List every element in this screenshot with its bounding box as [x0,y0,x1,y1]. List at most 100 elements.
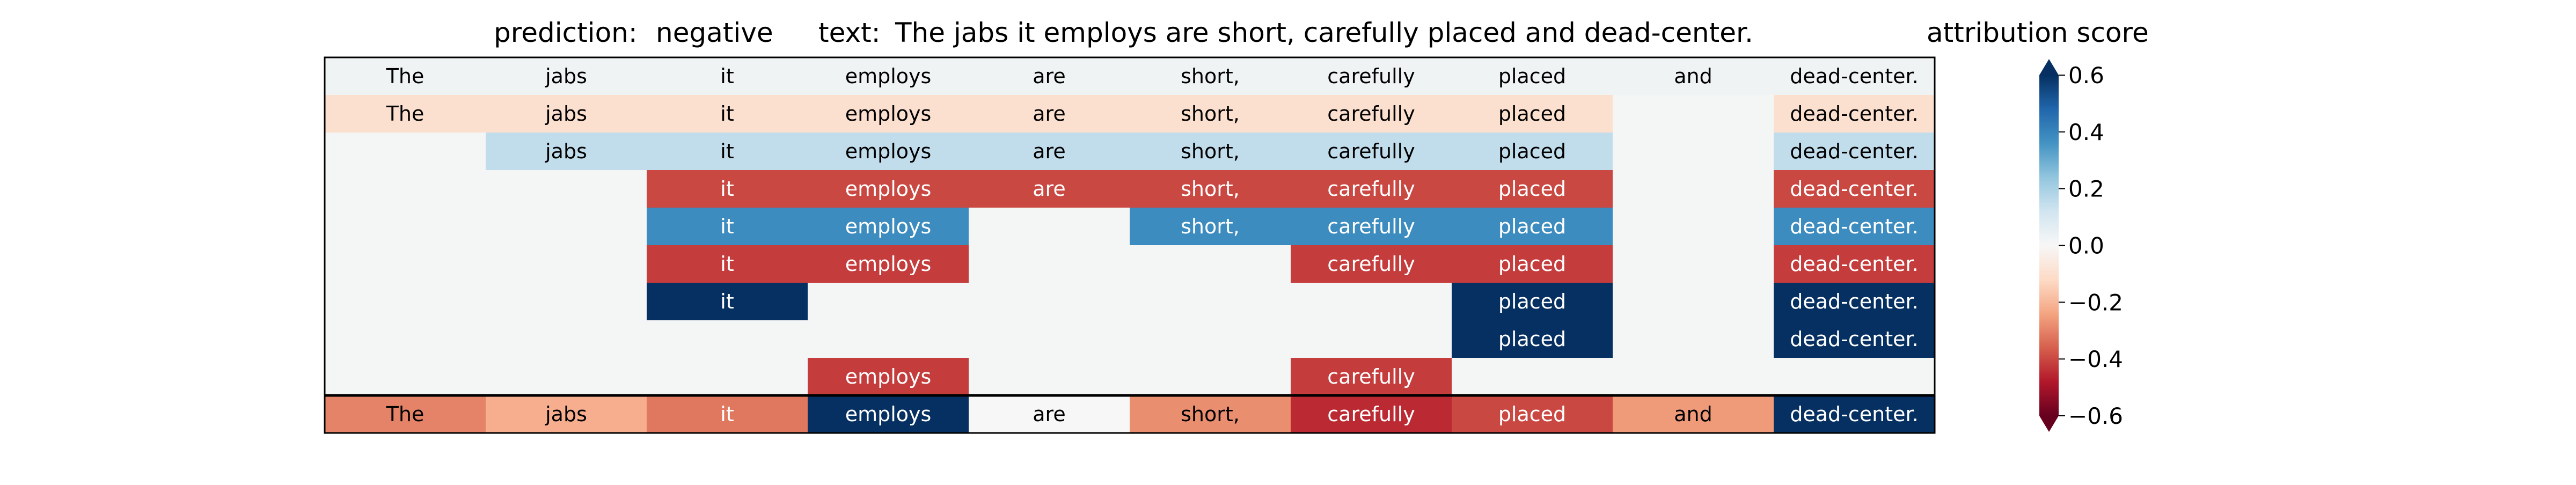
heatmap-cell [1291,358,1452,395]
heatmap-cell [1130,395,1291,433]
heatmap-cell [1130,208,1291,245]
heatmap-cell [1774,320,1935,358]
heatmap-cell [647,57,808,95]
colorbar-tick-label: 0.4 [2068,119,2104,145]
heatmap-cell [1291,208,1452,245]
cell-token-label: dead-center. [1790,215,1918,238]
prediction-value: negative [656,17,773,48]
cell-token-label: dead-center. [1790,64,1918,88]
cell-token-label: it [720,402,734,426]
heatmap-cell [647,245,808,283]
heatmap-cell [1130,133,1291,170]
cell-token-label: carefully [1327,64,1415,88]
text-value: The jabs it employs are short, carefully… [895,17,1753,48]
colorbar-tick-label: 0.6 [2068,62,2104,89]
heatmap-cell [486,395,647,433]
cell-token-label: employs [845,64,932,88]
cell-token-label: it [720,64,734,88]
cell-token-label: it [720,215,734,238]
heatmap-cell [1452,133,1613,170]
heatmap-cell [486,95,647,133]
heatmap-frame [324,56,1936,434]
cell-token-label: are [1033,177,1065,201]
cell-token-label: short, [1181,102,1240,126]
colorbar-extend-max [2039,59,2059,75]
heatmap-cell [325,57,486,95]
colorbar-title: attribution score [1927,17,2149,48]
cell-token-label: it [720,102,734,126]
cell-token-label: dead-center. [1790,139,1918,163]
heatmap-cell [1452,245,1613,283]
cell-token-label: employs [845,402,932,426]
text-label: text: [818,17,881,48]
cell-token-label: placed [1498,402,1566,426]
cell-token-label: employs [845,215,932,238]
colorbar-tick-label: −0.4 [2068,346,2123,372]
cell-token-label: employs [845,177,932,201]
cell-token-label: jabs [545,402,587,426]
colorbar-gradient [2039,75,2059,416]
cell-token-label: employs [845,102,932,126]
cell-token-label: placed [1498,139,1566,163]
colorbar-tick-label: 0.0 [2068,233,2104,259]
cell-token-label: it [720,177,734,201]
heatmap-cell [1774,95,1935,133]
heatmap-cell [808,245,969,283]
cell-token-label: carefully [1327,365,1415,388]
cell-token-label: are [1033,64,1065,88]
heatmap-cell [808,133,969,170]
heatmap-cell [969,95,1130,133]
cell-token-label: jabs [545,139,587,163]
colorbar-tick-label: −0.2 [2068,289,2123,315]
cell-token-label: The [386,64,425,88]
cell-token-label: employs [845,252,932,276]
heatmap-grid: The jabs it employs are short, carefully placed… [324,56,1936,434]
cell-token-label: jabs [545,64,587,88]
heatmap-cell [1774,208,1935,245]
heatmap-cell [647,95,808,133]
heatmap-cell [486,133,647,170]
cell-token-label: dead-center. [1790,177,1918,201]
heatmap-cell [1452,395,1613,433]
cell-token-label: placed [1498,102,1566,126]
cell-token-label: are [1033,102,1065,126]
heatmap-cell [1774,395,1935,433]
heatmap-cell [1291,245,1452,283]
cell-token-label: jabs [545,102,587,126]
cell-token-label: The [386,102,425,126]
heatmap-cell [1452,208,1613,245]
cell-token-label: short, [1181,139,1240,163]
colorbar: attribution score 0.6 0.4 0.2 0.0 −0.2 −0.4 −0… [1927,17,2149,432]
heatmap-cell [1291,170,1452,208]
heatmap-cell [647,283,808,320]
heatmap-cell [969,170,1130,208]
cell-token-label: placed [1498,64,1566,88]
heatmap-cell [808,57,969,95]
cell-token-label: carefully [1327,139,1415,163]
cell-token-label: dead-center. [1790,102,1918,126]
heatmap-cell [486,57,647,95]
heatmap-cell [969,395,1130,433]
cell-token-label: short, [1181,215,1240,238]
heatmap-cell [808,395,969,433]
heatmap-cell [1452,283,1613,320]
heatmap-cell [1130,57,1291,95]
heatmap-cell [1130,170,1291,208]
heatmap-cell [969,57,1130,95]
heatmap-cell [1774,133,1935,170]
cell-token-label: placed [1498,215,1566,238]
cell-token-label: The [386,402,425,426]
cell-token-label: carefully [1327,102,1415,126]
colorbar-tick-label: −0.6 [2068,403,2123,429]
cell-token-label: dead-center. [1790,252,1918,276]
colorbar-tick-label: 0.2 [2068,176,2104,202]
cell-token-label: carefully [1327,252,1415,276]
heatmap-cell [1613,57,1774,95]
prediction-label: prediction: [494,17,638,48]
figure-title: prediction: negative text: The jabs it e… [494,17,1753,48]
heatmap-cell [808,358,969,395]
heatmap-cell [1452,320,1613,358]
cell-token-label: are [1033,402,1065,426]
